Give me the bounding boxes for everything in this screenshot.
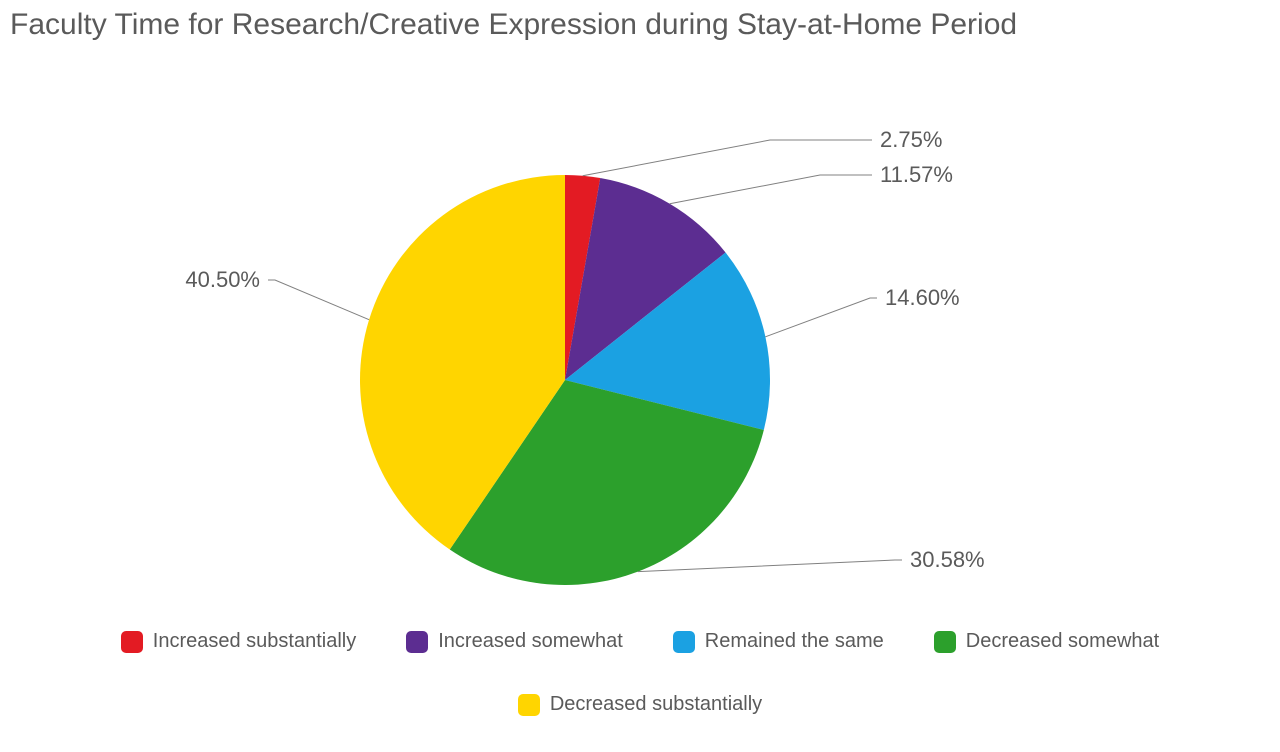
legend-item: Remained the same — [673, 630, 884, 653]
leader-line — [670, 175, 872, 204]
legend-swatch — [121, 631, 143, 653]
legend-item: Decreased somewhat — [934, 630, 1159, 653]
chart-title: Faculty Time for Research/Creative Expre… — [10, 8, 1017, 42]
legend-label: Decreased somewhat — [966, 630, 1159, 653]
legend-label: Increased substantially — [153, 630, 356, 653]
legend-item: Increased somewhat — [406, 630, 623, 653]
leader-line — [583, 140, 872, 176]
legend-label: Decreased substantially — [550, 693, 762, 716]
legend: Increased substantially Increased somewh… — [0, 630, 1280, 716]
pie-chart: 2.75% 11.57% 14.60% 30.58% 40.50% — [0, 60, 1280, 620]
legend-swatch — [406, 631, 428, 653]
chart-container: Faculty Time for Research/Creative Expre… — [0, 0, 1280, 752]
slice-label: 11.57% — [880, 162, 953, 187]
legend-swatch — [673, 631, 695, 653]
leader-line — [268, 280, 369, 320]
slice-label: 30.58% — [910, 547, 985, 572]
legend-label: Increased somewhat — [438, 630, 623, 653]
legend-label: Remained the same — [705, 630, 884, 653]
slice-label: 14.60% — [885, 285, 960, 310]
leader-line — [638, 560, 902, 572]
legend-item: Decreased substantially — [0, 693, 1280, 716]
slice-label: 40.50% — [185, 267, 260, 292]
leader-line — [765, 298, 877, 337]
slice-label: 2.75% — [880, 127, 942, 152]
legend-item: Increased substantially — [121, 630, 356, 653]
legend-swatch — [518, 694, 540, 716]
legend-swatch — [934, 631, 956, 653]
